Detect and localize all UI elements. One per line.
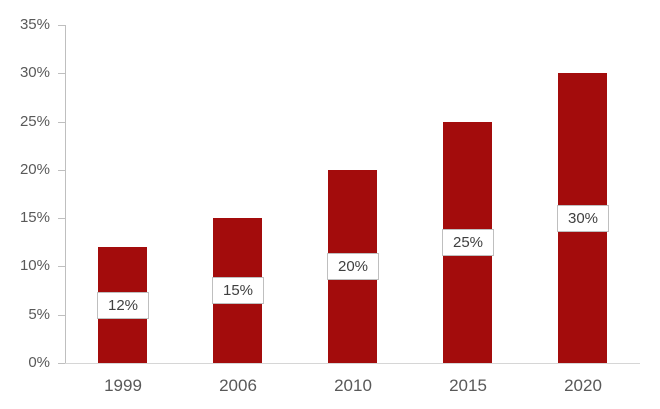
y-axis-tick-label: 25% bbox=[19, 113, 50, 130]
y-axis-tick-label: 15% bbox=[19, 209, 50, 226]
x-axis-label-2015: 2015 bbox=[449, 376, 487, 395]
y-axis-tick-label: 0% bbox=[28, 354, 50, 371]
y-axis-tick bbox=[58, 170, 65, 171]
x-axis-baseline bbox=[65, 363, 640, 364]
data-label-2015: 25% bbox=[442, 229, 494, 256]
y-axis-tick bbox=[58, 218, 65, 219]
x-axis-label-1999: 1999 bbox=[104, 376, 142, 395]
y-axis-tick bbox=[58, 363, 65, 364]
data-label-2006: 15% bbox=[212, 277, 264, 304]
data-label-2020: 30% bbox=[557, 205, 609, 232]
y-axis-tick-label: 5% bbox=[28, 306, 50, 323]
data-label-1999: 12% bbox=[97, 292, 149, 319]
y-axis-tick bbox=[58, 266, 65, 267]
x-axis-label-2006: 2006 bbox=[219, 376, 257, 395]
y-axis-line bbox=[65, 25, 66, 363]
y-axis-tick bbox=[58, 122, 65, 123]
x-axis-label-2010: 2010 bbox=[334, 376, 372, 395]
y-axis-tick-label: 20% bbox=[19, 161, 50, 178]
y-axis-tick-label: 35% bbox=[19, 16, 50, 33]
y-axis-tick bbox=[58, 73, 65, 74]
x-axis-label-2020: 2020 bbox=[564, 376, 602, 395]
y-axis-tick bbox=[58, 25, 65, 26]
data-label-2010: 20% bbox=[327, 253, 379, 280]
y-axis-tick-label: 10% bbox=[19, 257, 50, 274]
y-axis-tick bbox=[58, 315, 65, 316]
y-axis-tick-label: 30% bbox=[19, 64, 50, 81]
